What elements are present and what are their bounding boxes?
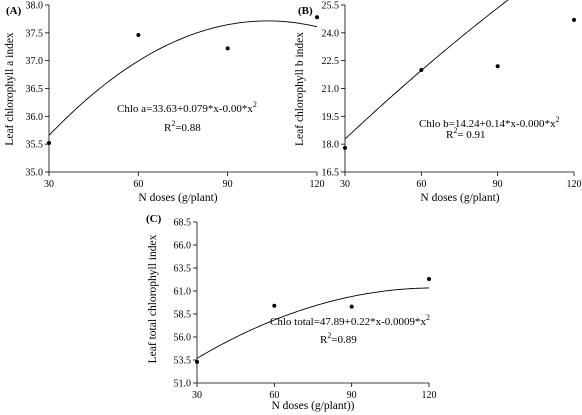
- data-point-c: [350, 305, 354, 309]
- x-tick-label-a: 30: [44, 179, 54, 190]
- y-tick-label-c: 63.5: [174, 264, 192, 275]
- x-axis-label-a: N doses (g/plant): [138, 192, 217, 204]
- y-tick-label-a: 38.0: [26, 1, 44, 12]
- y-tick-label-b: 22.5: [322, 56, 340, 67]
- x-tick-label-c: 120: [422, 390, 437, 401]
- data-point-a: [47, 141, 51, 145]
- y-tick-label-a: 36.0: [26, 112, 44, 123]
- y-tick-label-c: 68.5: [174, 218, 192, 229]
- x-axis-label-b: N doses (g/plant): [420, 192, 499, 204]
- y-axis-label-b: Leaf chlorophyll b index: [294, 32, 306, 146]
- y-tick-label-a: 35.0: [26, 168, 44, 179]
- equation-a: Chlo a=33.63+0.079*x-0.00*x2: [117, 100, 257, 115]
- y-tick-label-b: 16.5: [322, 168, 340, 179]
- y-tick-label-a: 35.5: [26, 140, 44, 151]
- x-tick-label-a: 60: [133, 179, 143, 190]
- data-point-b: [419, 68, 423, 72]
- x-axis-label-c: N doses (g/plant)): [271, 400, 354, 412]
- x-tick-label-c: 60: [269, 390, 279, 401]
- chart-panel-c: (C) Leaf total chlorophyll index N doses…: [146, 213, 437, 412]
- x-tick-label-c: 90: [347, 390, 357, 401]
- y-tick-label-b: 25.5: [322, 1, 340, 12]
- chart-panel-a: (A) Leaf chlorophyll a index N doses (g/…: [4, 1, 325, 205]
- data-point-b: [496, 64, 500, 68]
- r-squared-a: R2=0.88: [164, 119, 201, 134]
- y-tick-label-c: 51.0: [174, 379, 192, 390]
- y-tick-label-a: 37.0: [26, 56, 44, 67]
- y-axis-label-a: Leaf chlorophyll a index: [4, 32, 16, 146]
- data-point-c: [427, 277, 431, 281]
- y-axis-label-c: Leaf total chlorophyll index: [147, 234, 159, 363]
- data-point-a: [136, 33, 140, 37]
- data-point-c: [195, 360, 199, 364]
- data-point-c: [272, 304, 276, 308]
- r-squared-c: R2=0.89: [320, 331, 357, 346]
- y-tick-label-c: 53.5: [174, 356, 192, 367]
- panel-label-b: (B): [298, 5, 313, 17]
- panel-label-a: (A): [6, 5, 22, 17]
- x-tick-label-b: 30: [340, 179, 350, 190]
- x-tick-label-a: 90: [223, 179, 233, 190]
- data-point-a: [226, 46, 230, 50]
- y-tick-label-a: 37.5: [26, 28, 44, 39]
- x-tick-label-a: 120: [310, 179, 325, 190]
- x-tick-label-c: 30: [192, 390, 202, 401]
- x-tick-label-b: 60: [416, 179, 426, 190]
- y-tick-label-c: 61.0: [174, 287, 192, 298]
- r-squared-b: R2= 0.91: [446, 126, 486, 141]
- panel-label-c: (C): [146, 213, 162, 225]
- data-point-a: [315, 15, 319, 19]
- y-tick-label-b: 24.0: [322, 28, 340, 39]
- equation-c: Chlo total=47.89+0.22*x-0.0009*x2: [270, 313, 430, 328]
- y-tick-label-b: 19.5: [322, 112, 340, 123]
- data-point-b: [343, 146, 347, 150]
- x-tick-label-b: 120: [567, 179, 582, 190]
- y-tick-label-a: 36.5: [26, 84, 44, 95]
- equation-b: Chlo b=14.24+0.14*x-0.000*x2: [419, 115, 559, 130]
- y-tick-label-b: 21.0: [322, 84, 340, 95]
- x-tick-label-b: 90: [493, 179, 503, 190]
- data-point-b: [572, 18, 576, 22]
- y-tick-label-c: 56.0: [174, 333, 192, 344]
- y-tick-label-b: 18.0: [322, 140, 340, 151]
- y-tick-label-c: 66.0: [174, 241, 192, 252]
- chart-panel-b: (B) Leaf chlorophyll b index N doses (g/…: [294, 0, 582, 204]
- fit-curve-a: [49, 21, 317, 136]
- y-tick-label-c: 58.5: [174, 310, 192, 321]
